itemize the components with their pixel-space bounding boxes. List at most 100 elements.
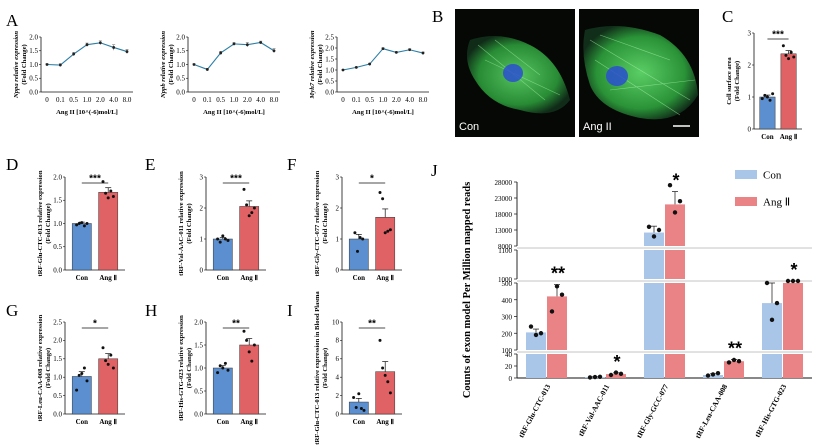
x-tick-label: Ang Ⅱ [99, 274, 117, 282]
data-point [554, 284, 560, 289]
data-point [218, 364, 222, 368]
x-tick-label: 0.5 [365, 96, 374, 104]
x-tick-label: Con [76, 274, 89, 282]
data-point [790, 278, 796, 284]
data-point [109, 353, 113, 357]
y-tick-label: 0.0 [325, 88, 334, 96]
sig-label: * [613, 352, 620, 372]
x-tick-label: tRF-Gly-GCC-077 [634, 382, 670, 439]
data-point [774, 300, 780, 306]
data-point [106, 362, 110, 366]
data-point [341, 68, 345, 72]
x-tick-label: 2.0 [96, 96, 105, 104]
data-point [736, 359, 742, 364]
data-point [112, 46, 116, 49]
data-point [353, 231, 357, 235]
micrograph-label-con: Con [459, 121, 479, 133]
y-tick-label: 40 [505, 351, 513, 359]
y-tick-label: 13000 [495, 227, 513, 235]
sig-label: * [790, 260, 797, 280]
data-point [250, 359, 254, 363]
data-point [368, 62, 372, 66]
data-point [378, 338, 382, 342]
bar-con [762, 354, 782, 378]
data-point [383, 373, 387, 377]
data-point [45, 63, 49, 66]
bar-con [526, 332, 546, 350]
data-point [361, 237, 365, 241]
data-point [421, 51, 425, 55]
bar-con [348, 401, 369, 415]
legend-swatch-ang [735, 197, 757, 206]
data-point [356, 249, 359, 253]
data-point [242, 187, 246, 191]
bar-con [212, 367, 233, 415]
data-point [72, 52, 76, 56]
bar-ang [724, 361, 744, 378]
data-point [111, 195, 115, 199]
panel-label-c: C [722, 7, 733, 26]
data-point [386, 380, 390, 384]
data-point [608, 372, 614, 378]
bar-ang [98, 358, 119, 415]
data-point [760, 97, 764, 101]
data-point [792, 55, 796, 59]
y-axis-label: tRF-Glu-CTC-013 relative expression in B… [314, 291, 329, 445]
bar-ang [665, 204, 685, 246]
y-tick-label: 0.5 [53, 392, 62, 400]
data-point [252, 343, 256, 347]
sig-label: *** [772, 30, 784, 41]
y-tick-label: 1.5 [176, 47, 185, 55]
x-tick-label: 4.0 [109, 96, 118, 104]
x-axis-label: Ang II [10^(-6)mol/L] [203, 109, 265, 116]
data-point [245, 338, 249, 342]
data-point [613, 370, 619, 375]
data-point [672, 210, 678, 215]
x-tick-label: Con [76, 418, 89, 426]
y-tick-label: 0.0 [53, 410, 62, 418]
sig-label: *** [89, 174, 101, 185]
data-point [75, 223, 79, 227]
y-tick-label: 0 [509, 375, 513, 383]
line-chart-a2: 0.0 0.5 1.0 1.5 2.0 0 0.1 0.5 1.0 2.0 4.0 8.0 Ang II… [176, 33, 280, 116]
data-point [771, 92, 775, 96]
bar-con [644, 250, 664, 279]
sig-label: ** [551, 264, 565, 284]
y-tick-label: 3 [336, 173, 340, 181]
y-tick-label: 100 [502, 347, 513, 355]
y-tick-label: 23000 [495, 195, 513, 203]
y-tick-label: 2.5 [325, 33, 334, 41]
nucleus [503, 64, 523, 82]
y-tick-label: 0.5 [53, 243, 62, 251]
y-tick-label: 0 [336, 266, 340, 274]
sig-label: * [370, 174, 374, 185]
data-point [549, 309, 555, 314]
bar-con [348, 238, 369, 271]
y-tick-label: 1.0 [176, 61, 185, 69]
y-tick-label: 500 [502, 280, 513, 288]
bar-con [762, 303, 782, 350]
y-tick-label: 4 [336, 374, 340, 382]
x-axis-label: Ang II [10^(-6)mol/L] [56, 109, 118, 116]
y-tick-label: 2 [200, 204, 204, 212]
data-point [765, 95, 769, 99]
y-tick-label: 20 [505, 363, 513, 371]
sig-label: * [672, 171, 679, 191]
data-point [388, 391, 392, 395]
data-point [533, 332, 539, 338]
y-axis-label: Nppa relative expression(Fold Change) [13, 31, 28, 99]
data-point [259, 41, 263, 44]
data-point [82, 224, 86, 228]
y-tick-label: 1.0 [53, 220, 62, 228]
bar-ang [375, 217, 396, 271]
sig-label: ** [368, 319, 376, 330]
y-tick-label: 0.0 [29, 88, 38, 96]
x-axis-label: Ang II [10^(-6)mol/L] [352, 109, 414, 116]
data-point [98, 41, 102, 45]
data-point [85, 222, 89, 225]
data-point [218, 240, 222, 244]
data-point [232, 42, 236, 46]
y-tick-label: 1 [748, 93, 752, 101]
data-point [358, 235, 362, 239]
